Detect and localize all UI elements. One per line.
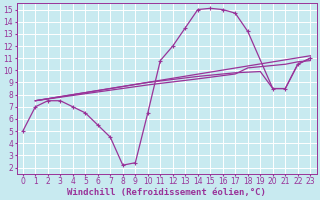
- X-axis label: Windchill (Refroidissement éolien,°C): Windchill (Refroidissement éolien,°C): [67, 188, 266, 197]
